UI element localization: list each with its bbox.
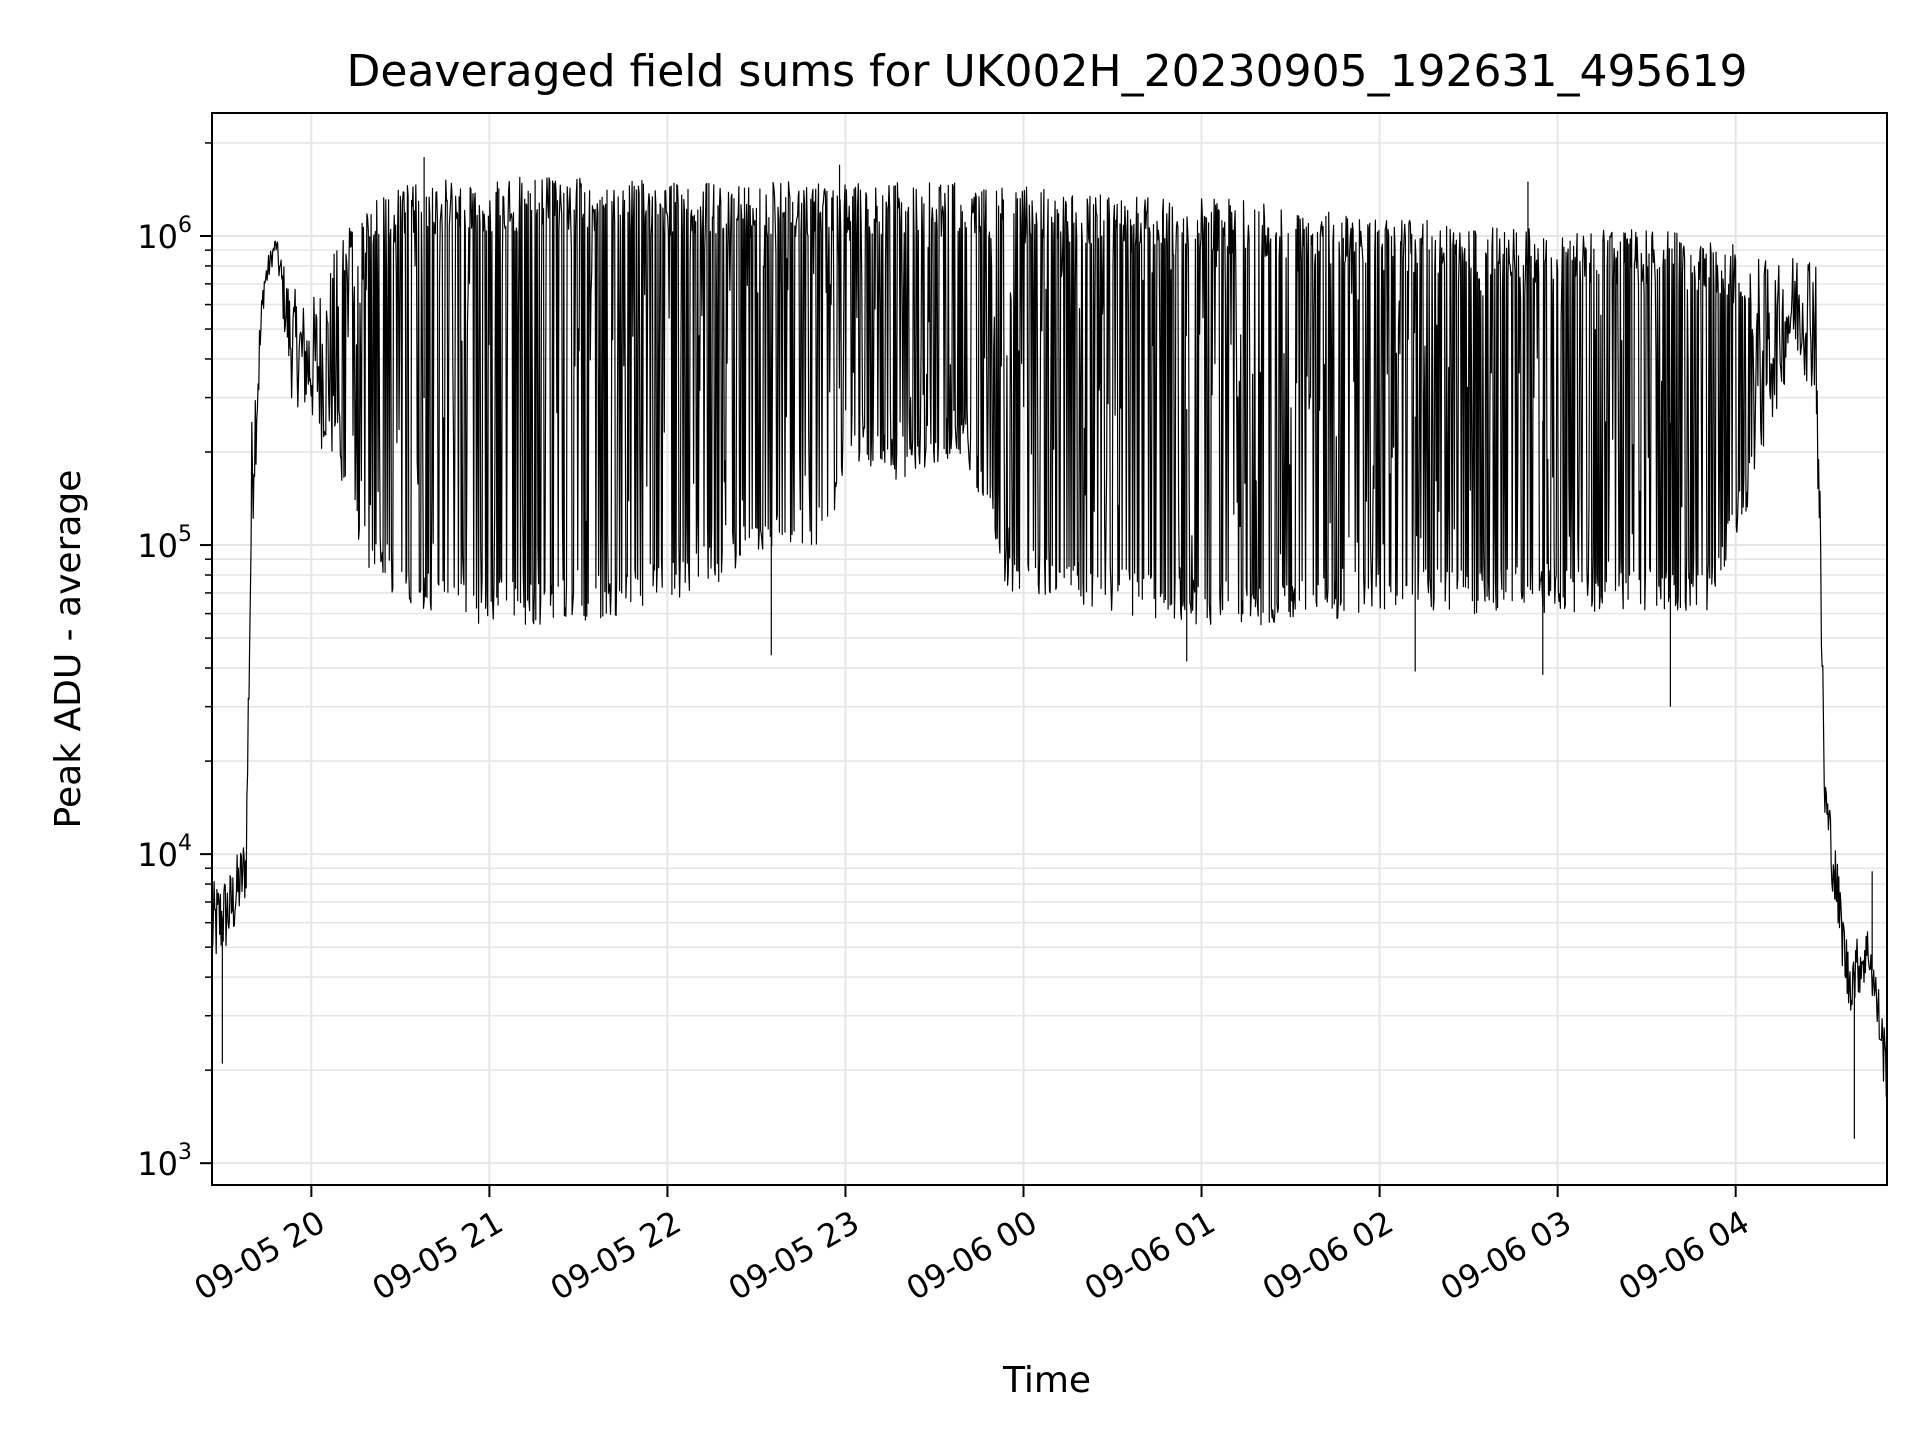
x-tick-label: 09-05 23 (722, 1203, 866, 1308)
x-tick-label: 09-05 22 (544, 1203, 688, 1308)
x-axis-ticks: 09-05 20 09-05 21 09-05 22 09-05 23 09-06 00… (188, 1185, 1756, 1308)
x-axis-label: Time (1002, 1360, 1091, 1401)
chart-title: Deaveraged field sums for UK002H_2023090… (347, 46, 1748, 97)
y-tick-label: 103 (137, 1140, 192, 1183)
x-tick-label: 09-06 03 (1434, 1203, 1578, 1308)
plot-frame (211, 112, 1888, 1186)
y-tick-label: 104 (137, 831, 192, 874)
y-axis-ticks: 103 104 105 106 (137, 142, 212, 1183)
data-line (211, 176, 1888, 1098)
x-tick-label: 09-06 04 (1612, 1203, 1756, 1308)
data-series (211, 157, 1888, 1139)
y-tick-label: 105 (137, 522, 192, 565)
x-tick-label: 09-05 20 (188, 1203, 332, 1308)
y-tick-label: 106 (137, 213, 192, 256)
x-tick-label: 09-06 02 (1256, 1203, 1400, 1308)
y-axis-label: Peak ADU - average (48, 470, 89, 829)
grid-lines (212, 113, 1887, 1185)
x-tick-label: 09-06 00 (900, 1203, 1044, 1308)
x-tick-label: 09-06 01 (1078, 1203, 1222, 1308)
x-tick-label: 09-05 21 (366, 1203, 510, 1308)
